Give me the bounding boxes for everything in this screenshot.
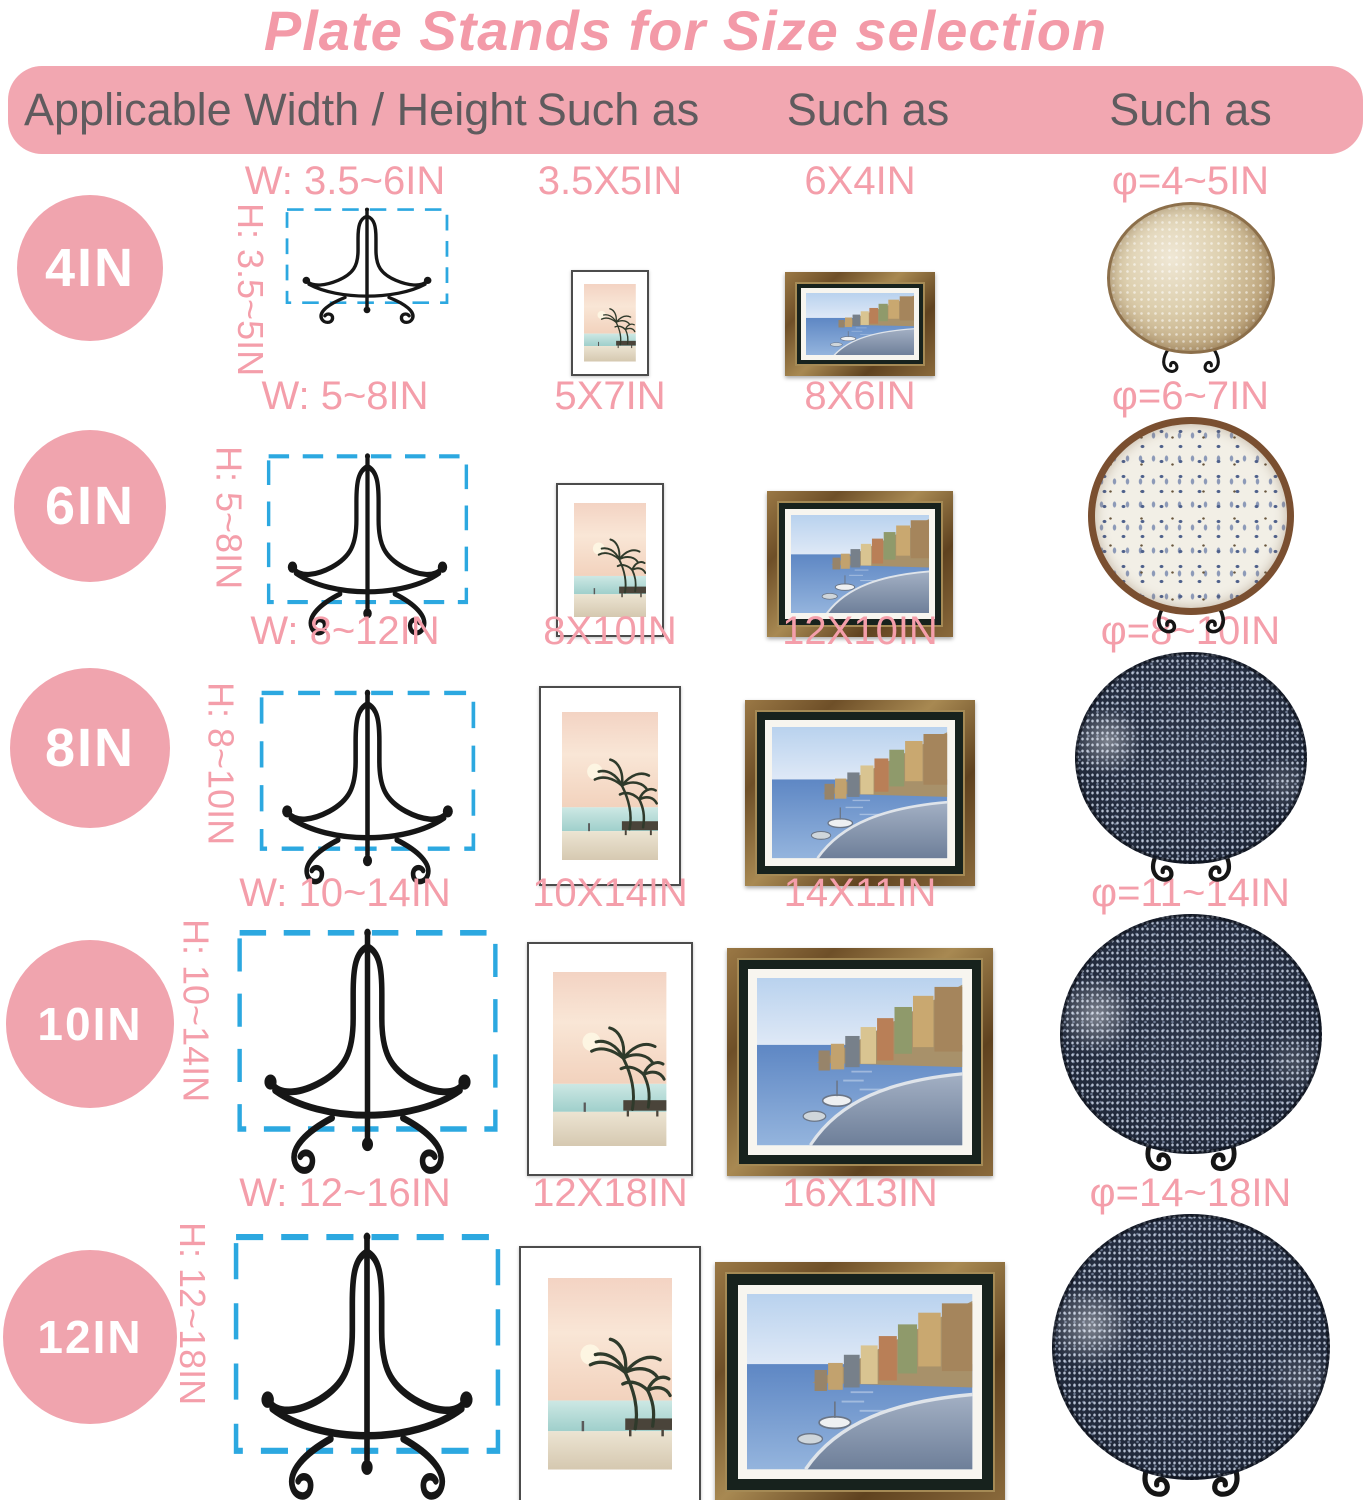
beach-artwork (561, 711, 659, 861)
landscape-frame-size-label: 16X13IN (782, 1171, 938, 1215)
portrait-frame (539, 686, 681, 886)
landscape-frame-size-label: 8X6IN (804, 374, 916, 418)
plate-diameter-label: φ=6~7IN (1111, 374, 1270, 418)
plate-on-stand (1074, 652, 1307, 886)
plate-on-stand (1051, 1214, 1330, 1500)
plate-on-stand (1087, 417, 1294, 637)
beach-artwork (553, 971, 667, 1147)
size-badge: 10IN (6, 940, 174, 1108)
table-row: 8IN W: 8~12IN H: 8~10IN 8X10IN 12X10IN (0, 609, 1371, 886)
landscape-frame (715, 1262, 1005, 1500)
landscape-frame-size-label: 14X11IN (783, 871, 937, 915)
portrait-frame-size-label: 8X10IN (543, 609, 677, 653)
size-badge: 8IN (10, 668, 170, 828)
table-row: 4IN W: 3.5~6IN H: 3.5~5IN 3.5X5IN 6X4IN (0, 159, 1371, 376)
table-row: 12IN W: 12~16IN H: 12~18IN 12X18IN 16X13… (0, 1171, 1371, 1500)
portrait-frame (527, 942, 693, 1176)
harbor-artwork (790, 514, 930, 614)
portrait-frame-size-label: 10X14IN (532, 871, 688, 915)
stand-height-label: H: 10~14IN (175, 919, 217, 1103)
stand-width-label: W: 8~12IN (250, 609, 440, 653)
table-header: Applicable Width / Height Such as Such a… (8, 66, 1363, 154)
harbor-artwork (757, 978, 963, 1146)
header-such-as-1: Such as (536, 84, 700, 135)
harbor-artwork (747, 1294, 973, 1470)
plate-graphic (1051, 1214, 1330, 1480)
landscape-frame-size-label: 12X10IN (782, 609, 938, 653)
stand-height-label: H: 3.5~5IN (230, 202, 271, 376)
plate-on-stand (1106, 202, 1275, 376)
size-rows: 4IN W: 3.5~6IN H: 3.5~5IN 3.5X5IN 6X4IN (0, 159, 1371, 1500)
plate-graphic (1074, 652, 1307, 864)
plate-diameter-label: φ=4~5IN (1111, 159, 1270, 203)
header-such-as-3: Such as (1109, 84, 1272, 135)
beach-artwork (547, 1278, 673, 1470)
size-badge: 12IN (3, 1250, 177, 1424)
header-such-as-2: Such as (786, 84, 950, 135)
harbor-artwork (772, 727, 948, 859)
stand-height-label: H: 8~10IN (200, 682, 242, 846)
table-row: 6IN W: 5~8IN H: 5~8IN 5X7IN 8X6IN (0, 374, 1371, 637)
harbor-artwork (805, 292, 915, 356)
size-badge: 4IN (17, 195, 163, 341)
portrait-frame (519, 1246, 701, 1500)
portrait-frame-size-label: 5X7IN (554, 374, 666, 418)
plate-stand-icon (236, 919, 498, 1176)
landscape-frame (785, 272, 935, 376)
beach-artwork (584, 284, 636, 362)
stand-width-label: W: 3.5~6IN (244, 159, 446, 203)
plate-diameter-label: φ=8~10IN (1100, 609, 1281, 653)
stand-width-label: W: 5~8IN (261, 374, 429, 418)
landscape-frame (745, 700, 975, 886)
plate-graphic (1106, 202, 1275, 354)
landscape-frame-size-label: 6X4IN (804, 159, 916, 203)
portrait-frame (571, 270, 649, 376)
plate-graphic (1087, 417, 1294, 615)
portrait-frame-size-label: 3.5X5IN (537, 159, 683, 203)
beach-artwork (573, 503, 647, 617)
stand-height-label: H: 5~8IN (208, 446, 250, 590)
plate-stand-icon (233, 1222, 501, 1500)
size-badge: 6IN (14, 430, 166, 582)
header-width-height: Applicable Width / Height (24, 84, 527, 135)
landscape-frame (727, 948, 993, 1176)
page-title: Plate Stands for Size selection (263, 0, 1108, 62)
landscape-frame (767, 491, 953, 637)
portrait-frame-size-label: 12X18IN (532, 1171, 688, 1215)
plate-diameter-label: φ=14~18IN (1089, 1171, 1292, 1215)
plate-stand-icon (266, 446, 468, 637)
plate-on-stand (1059, 914, 1322, 1176)
plate-stand-icon (259, 682, 475, 886)
stand-height-label: H: 12~18IN (172, 1222, 213, 1406)
plate-diameter-label: φ=11~14IN (1091, 871, 1290, 915)
plate-stand-icon (285, 205, 449, 325)
stand-width-label: W: 10~14IN (239, 871, 451, 915)
stand-width-label: W: 12~16IN (239, 1171, 451, 1215)
plate-graphic (1059, 914, 1322, 1154)
portrait-frame (556, 483, 664, 637)
table-row: 10IN W: 10~14IN H: 10~14IN 10X14IN 14X11… (0, 871, 1371, 1176)
